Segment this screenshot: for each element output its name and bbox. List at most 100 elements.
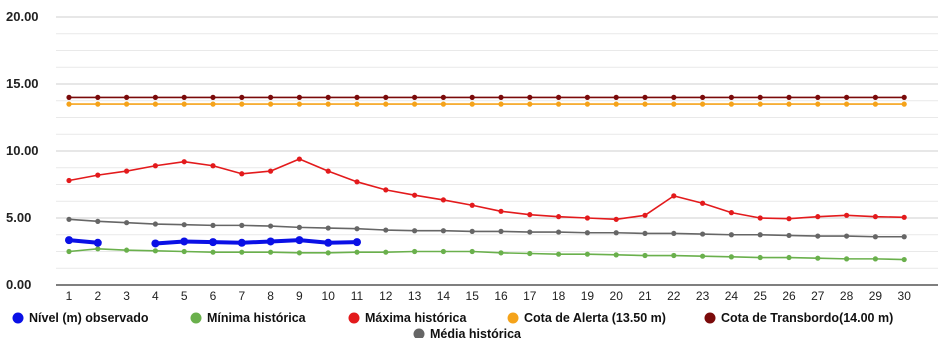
x-tick-label: 21: [638, 289, 652, 303]
data-point: [124, 168, 130, 174]
data-point: [152, 248, 158, 254]
data-point: [66, 216, 72, 222]
x-tick-label: 25: [754, 289, 768, 303]
data-point: [268, 223, 274, 229]
series-line: [68, 218, 905, 238]
data-point: [440, 248, 446, 255]
y-tick-label: 20.00: [6, 9, 39, 24]
data-point: [728, 210, 735, 216]
data-point: [124, 101, 130, 107]
data-point: [353, 238, 361, 247]
x-tick-label: 3: [123, 289, 130, 303]
legend-marker: [348, 312, 360, 324]
data-point: [95, 218, 101, 224]
data-point: [180, 237, 189, 246]
data-point: [844, 256, 850, 262]
x-tick-label: 8: [267, 289, 274, 303]
data-point: [844, 94, 850, 100]
data-point: [901, 101, 907, 107]
legend-marker: [12, 312, 24, 324]
series-line: [68, 158, 905, 221]
data-point: [210, 163, 216, 169]
data-point: [440, 101, 446, 107]
x-tick-label: 29: [869, 289, 883, 303]
data-point: [66, 101, 72, 107]
data-point: [383, 94, 389, 100]
data-point: [584, 215, 591, 221]
data-point: [239, 171, 245, 177]
legend-marker: [704, 312, 716, 324]
data-point: [584, 94, 591, 100]
data-point: [757, 215, 763, 221]
data-point: [93, 238, 102, 247]
data-point: [268, 94, 274, 100]
data-point: [498, 250, 504, 256]
data-point: [210, 249, 216, 255]
data-point: [383, 101, 389, 107]
data-point: [354, 249, 360, 255]
data-point: [498, 208, 504, 214]
data-point: [469, 228, 475, 234]
x-tick-label: 28: [840, 289, 854, 303]
data-point: [613, 101, 619, 107]
legend-label: Cota de Alerta (13.50 m): [524, 311, 666, 325]
data-point: [383, 187, 389, 193]
x-tick-label: 13: [408, 289, 422, 303]
data-point: [556, 214, 562, 220]
data-point: [296, 94, 302, 100]
data-point: [872, 94, 879, 100]
data-point: [124, 247, 130, 253]
data-point: [95, 101, 101, 107]
data-point: [700, 101, 706, 107]
x-tick-label: 9: [296, 289, 303, 303]
data-point: [296, 101, 302, 107]
data-point: [383, 227, 389, 233]
legend-label: Nível (m) observado: [29, 311, 149, 325]
data-point: [95, 172, 101, 178]
legend-label: Média histórica: [430, 327, 522, 338]
data-point: [872, 101, 879, 107]
data-point: [700, 94, 706, 100]
data-point: [239, 249, 245, 255]
data-point: [642, 94, 648, 100]
data-point: [901, 234, 907, 240]
data-point: [671, 193, 677, 199]
data-point: [642, 252, 648, 259]
data-point: [354, 94, 360, 100]
data-point: [181, 94, 187, 100]
data-point: [671, 101, 677, 107]
x-tick-label: 20: [610, 289, 624, 303]
data-point: [124, 94, 130, 100]
data-point: [527, 101, 533, 107]
data-point: [181, 222, 187, 228]
legend-marker: [190, 312, 202, 324]
y-tick-label: 15.00: [6, 76, 39, 91]
data-point: [757, 94, 763, 100]
data-point: [786, 94, 792, 100]
legend-marker: [413, 328, 425, 338]
data-point: [815, 214, 821, 220]
x-tick-label: 10: [322, 289, 336, 303]
x-tick-label: 17: [523, 289, 537, 303]
x-tick-label: 23: [696, 289, 710, 303]
data-point: [757, 101, 763, 107]
data-point: [872, 256, 879, 262]
x-tick-label: 27: [811, 289, 825, 303]
data-point: [815, 233, 821, 239]
y-tick-label: 5.00: [6, 210, 31, 225]
data-point: [757, 232, 763, 238]
data-point: [815, 94, 821, 100]
data-point: [728, 232, 735, 238]
data-point: [613, 94, 619, 100]
data-point: [872, 234, 879, 240]
data-point: [65, 236, 73, 245]
data-point: [700, 253, 706, 259]
data-point: [469, 94, 475, 100]
data-point: [671, 94, 677, 100]
series-line: [68, 238, 98, 245]
data-point: [556, 94, 562, 100]
data-point: [66, 94, 72, 100]
data-point: [296, 250, 302, 256]
data-point: [412, 192, 418, 198]
data-point: [95, 94, 101, 100]
